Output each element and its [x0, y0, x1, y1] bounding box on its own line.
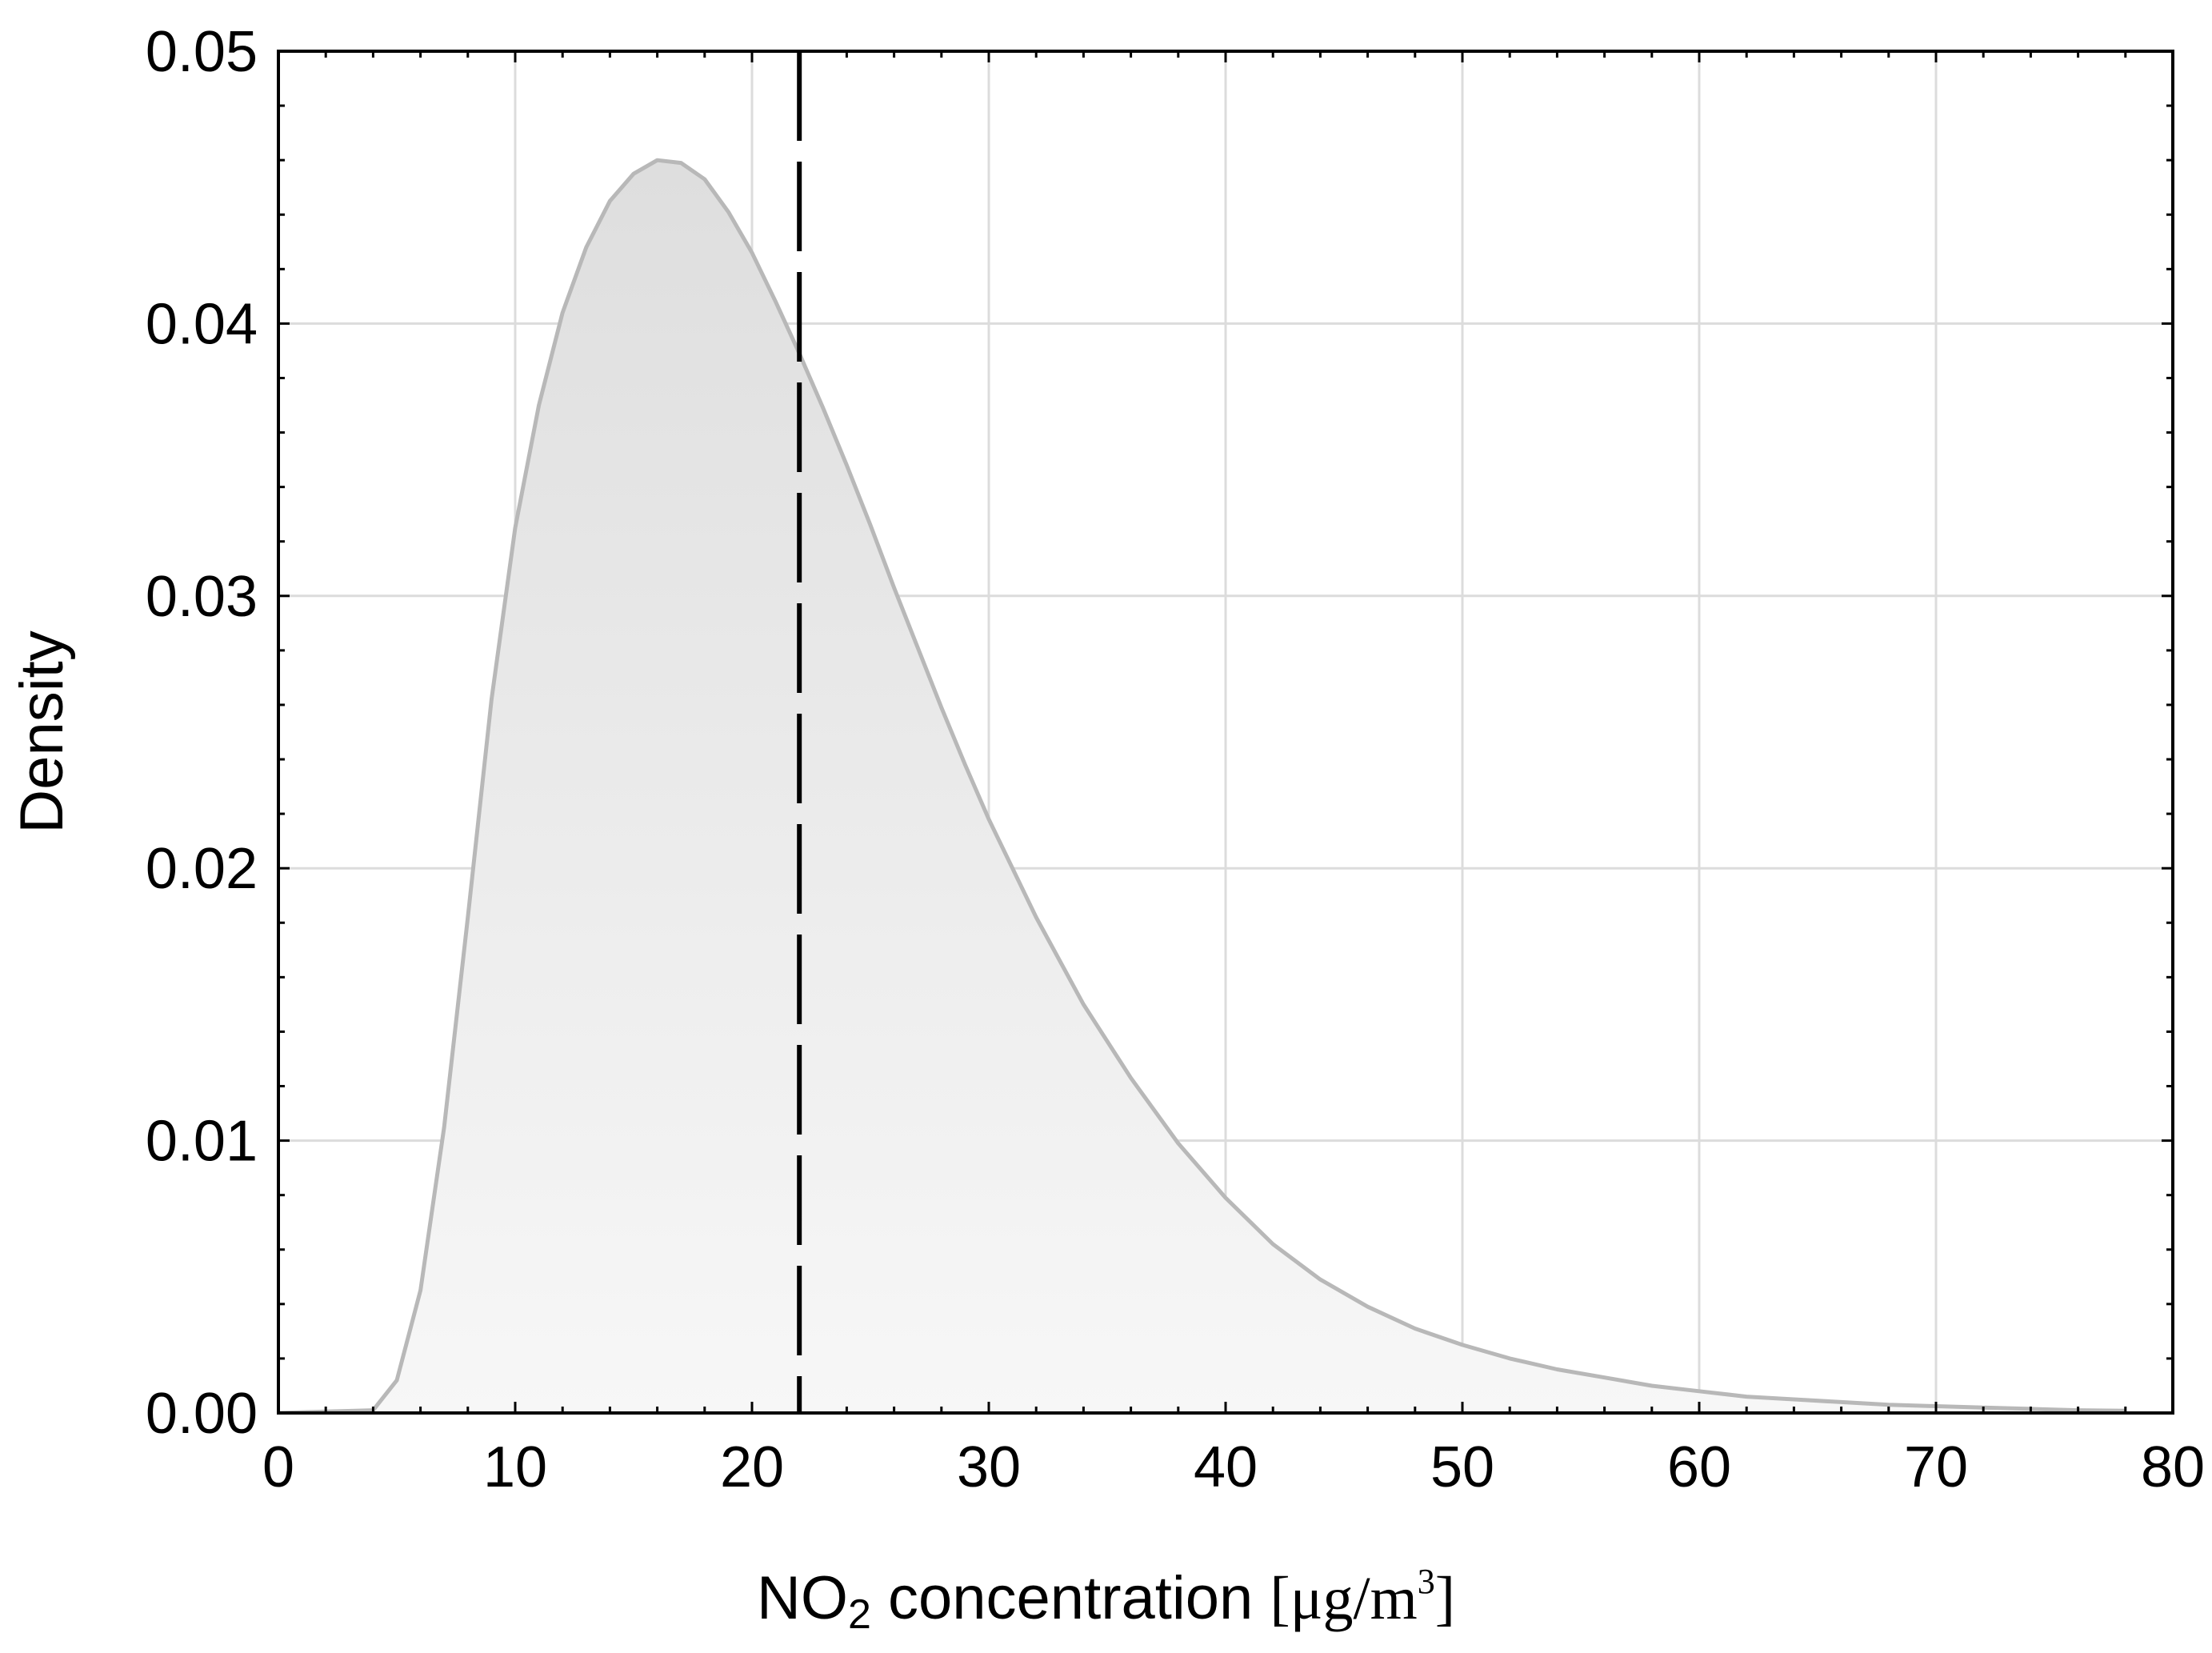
y-tick-label: 0.03 — [146, 565, 258, 629]
y-tick-label: 0.02 — [146, 837, 258, 901]
density-area-layer — [278, 158, 2126, 1413]
density-area-fill — [278, 160, 2126, 1413]
y-tick-label: 0.05 — [146, 20, 258, 84]
x-tick-label: 60 — [1667, 1435, 1731, 1499]
x-tick-label: 0 — [262, 1435, 294, 1499]
y-tick-label: 0.04 — [146, 292, 258, 356]
x-axis-label-subscript: 2 — [847, 1591, 871, 1638]
x-axis-label-species: NO — [756, 1564, 848, 1632]
x-axis-label-unit-close: ] — [1434, 1565, 1456, 1632]
x-axis-label-unit: [μg/m3] — [1270, 1562, 1456, 1632]
x-axis-label: NO2 concentration [μg/m3] — [0, 1562, 2212, 1638]
x-tick-label: 30 — [957, 1435, 1021, 1499]
x-tick-label: 50 — [1430, 1435, 1494, 1499]
x-tick-label: 10 — [483, 1435, 547, 1499]
y-tick-label: 0.00 — [146, 1382, 258, 1446]
x-tick-label: 70 — [1904, 1435, 1968, 1499]
x-axis-label-unit-superscript: 3 — [1417, 1562, 1435, 1601]
x-tick-label: 80 — [2141, 1435, 2205, 1499]
tick-labels: 0 10 20 30 40 50 60 70 80 0.00 0.01 0.02 0.03 0.04 0.0… — [146, 20, 2205, 1499]
x-axis-label-unit-open: [μg/m — [1270, 1565, 1418, 1632]
axis-ticks — [277, 50, 2174, 1415]
x-tick-label: 20 — [720, 1435, 784, 1499]
x-axis-label-text: concentration — [870, 1564, 1270, 1632]
x-tick-label: 40 — [1194, 1435, 1258, 1499]
y-tick-label: 0.01 — [146, 1110, 258, 1174]
y-axis-label: Density — [8, 630, 76, 833]
density-curve-line — [278, 158, 2126, 1413]
